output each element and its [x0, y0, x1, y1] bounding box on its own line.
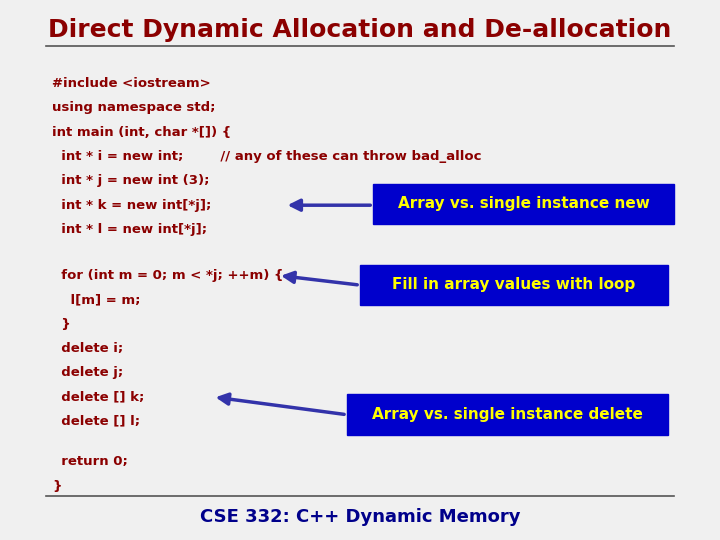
Text: delete [] l;: delete [] l; — [53, 415, 140, 428]
Text: delete [] k;: delete [] k; — [53, 390, 145, 403]
Text: int * i = new int;        // any of these can throw bad_alloc: int * i = new int; // any of these can t… — [53, 150, 482, 163]
FancyBboxPatch shape — [360, 265, 667, 305]
Text: }: } — [53, 318, 71, 330]
Text: using namespace std;: using namespace std; — [53, 102, 216, 114]
Text: int * k = new int[*j];: int * k = new int[*j]; — [53, 199, 212, 212]
Text: }: } — [53, 480, 62, 492]
Text: int main (int, char *[]) {: int main (int, char *[]) { — [53, 126, 232, 139]
Text: Array vs. single instance delete: Array vs. single instance delete — [372, 407, 643, 422]
Text: return 0;: return 0; — [53, 455, 128, 468]
Text: int * l = new int[*j];: int * l = new int[*j]; — [53, 223, 207, 236]
Text: Direct Dynamic Allocation and De-allocation: Direct Dynamic Allocation and De-allocat… — [48, 18, 672, 42]
Text: for (int m = 0; m < *j; ++m) {: for (int m = 0; m < *j; ++m) { — [53, 269, 284, 282]
FancyBboxPatch shape — [373, 184, 674, 224]
Text: l[m] = m;: l[m] = m; — [53, 293, 141, 306]
Text: delete j;: delete j; — [53, 366, 124, 379]
Text: #include <iostream>: #include <iostream> — [53, 77, 211, 90]
Text: CSE 332: C++ Dynamic Memory: CSE 332: C++ Dynamic Memory — [199, 508, 521, 526]
FancyBboxPatch shape — [347, 394, 667, 435]
Text: int * j = new int (3);: int * j = new int (3); — [53, 174, 210, 187]
Text: Array vs. single instance new: Array vs. single instance new — [397, 197, 649, 211]
Text: Fill in array values with loop: Fill in array values with loop — [392, 278, 636, 292]
Text: delete i;: delete i; — [53, 342, 124, 355]
